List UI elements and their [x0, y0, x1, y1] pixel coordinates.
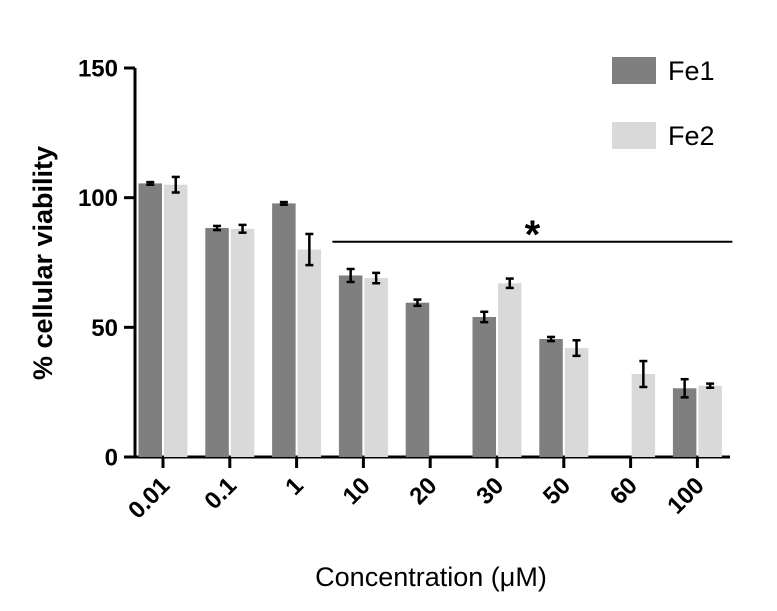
x-tick-label: 1: [280, 472, 309, 501]
error-bar-fe1-50: [547, 335, 556, 343]
error-bar-fe1-0.1: [213, 224, 222, 232]
legend-item-fe1: Fe1: [612, 56, 715, 86]
bar-fe1-1: [272, 203, 296, 457]
error-bar-fe1-30: [480, 310, 489, 324]
bars: [138, 183, 722, 458]
y-tick-label: 150: [78, 56, 118, 83]
legend-swatch-fe2: [612, 122, 656, 149]
y-tick-label: 0: [105, 445, 118, 472]
y-tick-label: 100: [78, 185, 118, 212]
bar-fe1-100: [672, 388, 697, 457]
error-bar-fe1-1: [279, 200, 288, 206]
error-bar-fe2-0.1: [238, 223, 247, 234]
significance-asterisk: *: [525, 213, 541, 257]
error-bars: [146, 175, 715, 399]
error-bar-fe1-20: [413, 298, 422, 308]
bar-fe1-20: [405, 302, 430, 457]
bar-fe1-0.1: [205, 228, 229, 457]
x-axis-title: Concentration (μM): [315, 562, 547, 592]
error-bar-fe2-50: [572, 339, 581, 358]
x-tick-label: 30: [471, 472, 509, 510]
bar-fe2-100: [698, 385, 722, 457]
bar-fe1-30: [472, 316, 496, 457]
error-bar-fe1-100: [680, 377, 689, 399]
bar-fe1-10: [338, 275, 363, 457]
error-bar-fe2-1: [305, 232, 314, 267]
x-tick-label: 60: [605, 472, 643, 510]
bar-fe2-1: [297, 249, 322, 457]
legend-label: Fe2: [668, 121, 715, 151]
error-bar-fe2-60: [639, 359, 648, 389]
bar-fe2-60: [631, 374, 656, 457]
x-tick-label: 10: [338, 472, 376, 510]
legend: Fe1 Fe2: [612, 56, 715, 151]
error-bar-fe2-0.01: [171, 175, 180, 194]
error-bar-fe1-10: [346, 267, 355, 284]
x-tick-label: 0.01: [123, 472, 175, 524]
y-tick-label: 50: [91, 315, 118, 342]
bar-fe1-50: [539, 339, 563, 457]
x-axis: 0.01 0.1 1 10 20 30 50 60 100: [123, 455, 730, 524]
error-bar-fe2-10: [372, 271, 381, 285]
error-bar-fe2-100: [706, 382, 715, 390]
bar-fe2-10: [364, 278, 388, 457]
significance-annotation: *: [332, 213, 733, 257]
y-axis-title: % cellular viability: [28, 146, 58, 380]
x-tick-label: 100: [662, 472, 709, 519]
error-bar-fe2-30: [505, 277, 514, 290]
error-bar-fe1-0.01: [146, 180, 155, 186]
x-tick-label: 0.1: [199, 472, 242, 515]
x-tick-label: 20: [404, 472, 442, 510]
bar-fe2-0.1: [230, 228, 255, 457]
legend-label: Fe1: [668, 56, 715, 86]
bar-fe2-50: [564, 348, 589, 457]
legend-item-fe2: Fe2: [612, 121, 715, 151]
legend-swatch-fe1: [612, 57, 656, 84]
x-tick-label: 50: [538, 472, 576, 510]
bar-fe1-0.01: [138, 183, 162, 458]
bar-fe2-0.01: [164, 184, 188, 457]
bar-fe2-30: [498, 283, 522, 457]
y-axis: 0 50 100 150: [78, 56, 137, 472]
